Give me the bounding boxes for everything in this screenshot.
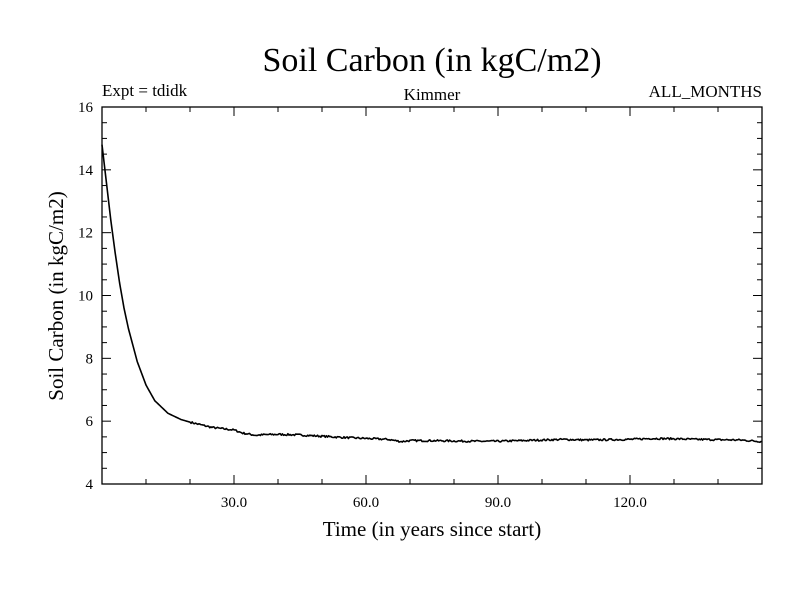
y-tick-label: 10 — [78, 289, 93, 305]
y-tick-label: 8 — [86, 351, 94, 367]
axis-tick-labels: 30.0 60.0 90.0 120.0 4 6 8 10 12 14 16 — [78, 100, 647, 511]
axis-ticks — [102, 107, 762, 484]
x-tick-label: 60.0 — [353, 495, 379, 511]
x-tick-label: 120.0 — [613, 495, 647, 511]
soil-carbon-series-line — [101, 144, 763, 444]
y-tick-label: 16 — [78, 100, 94, 116]
x-axis-label: Time (in years since start) — [323, 517, 542, 541]
y-tick-label: 14 — [78, 163, 94, 179]
experiment-label: Expt = tdidk — [102, 81, 188, 100]
x-tick-label: 30.0 — [221, 495, 247, 511]
y-axis-label: Soil Carbon (in kgC/m2) — [44, 191, 68, 400]
y-tick-label: 6 — [86, 414, 94, 430]
y-tick-label: 12 — [78, 226, 93, 242]
model-label: Kimmer — [404, 85, 461, 104]
chart-title: Soil Carbon (in kgC/m2) — [262, 42, 601, 79]
plot-frame — [101, 106, 763, 485]
x-tick-label: 90.0 — [485, 495, 511, 511]
months-label: ALL_MONTHS — [649, 82, 762, 101]
y-tick-label: 4 — [86, 477, 94, 493]
